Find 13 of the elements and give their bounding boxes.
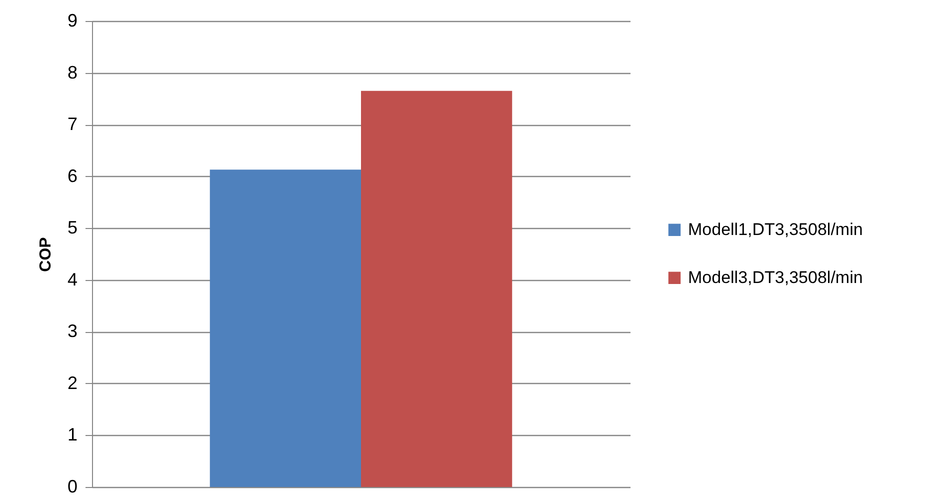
y-tick-label: 7: [67, 114, 78, 134]
y-tick-label: 8: [67, 62, 78, 82]
y-tick-label: 5: [67, 218, 78, 238]
y-tick-label: 3: [67, 321, 78, 342]
legend-label: Modell3,DT3,3508l/min: [688, 268, 863, 287]
y-tick-label: 4: [67, 269, 78, 290]
y-tick-label: 2: [67, 372, 78, 393]
y-tick-label: 0: [67, 476, 78, 496]
legend-label: Modell1,DT3,3508l/min: [688, 220, 863, 239]
y-tick-label: 1: [67, 424, 78, 445]
y-tick-label: 6: [67, 166, 78, 186]
y-axis-title: COP: [37, 236, 54, 272]
y-tick-label: 9: [67, 10, 78, 30]
